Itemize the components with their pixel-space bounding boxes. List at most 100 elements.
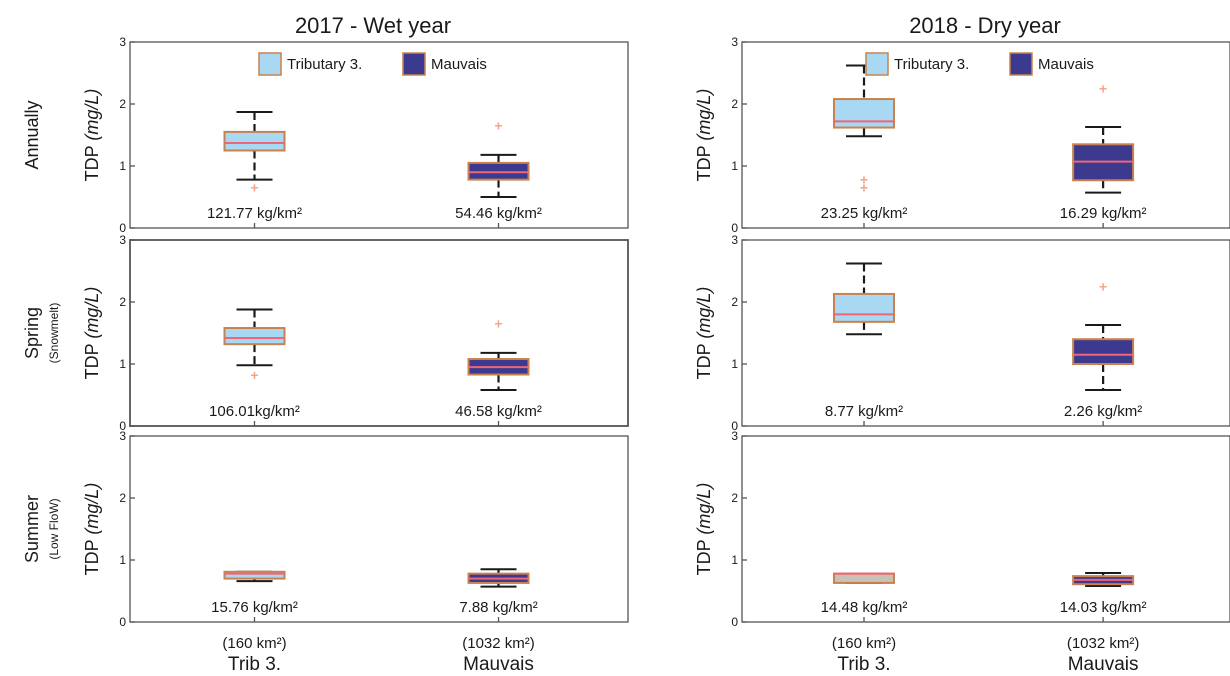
panel-1-1: 0 1 2 3 TDP (mg/L) 8.77 kg/km² +2.26 kg/km² [694, 233, 1230, 433]
box-iqr [1072, 338, 1135, 366]
yield-annotation: 7.88 kg/km² [459, 599, 537, 616]
x-category-name: Trib 3. [837, 654, 890, 675]
y-tick-label: 1 [731, 159, 738, 173]
yield-annotation: 2.26 kg/km² [1064, 403, 1142, 420]
x-category-name: Mauvais [463, 654, 534, 675]
x-category-area: (160 km²) [832, 635, 896, 652]
y-axis-label-main: TDP [82, 141, 102, 182]
x-category-name: Mauvais [1068, 654, 1139, 675]
y-axis-label: TDP (mg/L) [694, 287, 714, 380]
y-axis-label-unit: (mg/L) [694, 287, 714, 339]
panel-frame [741, 41, 1230, 229]
box-iqr [833, 292, 895, 323]
x-category-area: (1032 km²) [1067, 635, 1140, 652]
y-tick-label: 1 [119, 553, 126, 567]
box-trib-3-: +121.77 kg/km² [207, 111, 302, 228]
y-tick-label: 0 [731, 419, 738, 433]
y-axis-label-unit: (mg/L) [694, 89, 714, 141]
y-axis-label: TDP (mg/L) [694, 483, 714, 576]
legend: Tributary 3. Mauvais [258, 52, 487, 76]
y-tick-label: 1 [119, 159, 126, 173]
y-tick-label: 1 [731, 357, 738, 371]
row-label-summer: Summer (Low FloW) [22, 495, 61, 563]
y-axis-label-unit: (mg/L) [694, 483, 714, 535]
y-axis-label-unit: (mg/L) [82, 287, 102, 339]
legend-item: Tributary 3. [258, 52, 362, 76]
y-axis-label: TDP (mg/L) [694, 89, 714, 182]
yield-annotation: 23.25 kg/km² [821, 205, 908, 222]
yield-annotation: 14.48 kg/km² [821, 599, 908, 616]
y-axis-label: TDP (mg/L) [82, 483, 102, 576]
outlier-marker: + [494, 316, 502, 332]
row-label-annually: Annually [22, 100, 42, 169]
y-axis-label: TDP (mg/L) [82, 287, 102, 380]
box-mauvais: +2.26 kg/km² [1064, 279, 1142, 426]
y-axis-label-main: TDP [694, 535, 714, 576]
yield-annotation: 8.77 kg/km² [825, 403, 903, 420]
legend-label: Mauvais [431, 56, 487, 73]
outlier-marker: + [1099, 279, 1107, 295]
outlier-marker: + [860, 180, 868, 196]
y-tick-label: 0 [119, 615, 126, 629]
yield-annotation: 16.29 kg/km² [1060, 205, 1147, 222]
y-tick-label: 3 [731, 35, 738, 49]
outlier-marker: + [250, 367, 258, 383]
box-mauvais: +16.29 kg/km² [1060, 81, 1147, 228]
y-tick-label: 0 [731, 615, 738, 629]
legend-item: Tributary 3. [865, 52, 969, 76]
panel-frame [741, 435, 1230, 623]
legend-label: Tributary 3. [894, 56, 969, 73]
y-tick-label: 2 [119, 97, 126, 111]
yield-annotation: 106.01kg/km² [209, 403, 300, 420]
box-iqr [223, 327, 286, 346]
box-mauvais: 14.03 kg/km² [1060, 572, 1147, 622]
row-label-text: Spring [22, 307, 42, 359]
legend-label: Mauvais [1038, 56, 1094, 73]
column-title-dry: 2018 - Dry year [909, 13, 1061, 38]
legend-swatch [865, 52, 889, 76]
yield-annotation: 54.46 kg/km² [455, 205, 542, 222]
y-tick-label: 2 [119, 491, 126, 505]
y-tick-label: 3 [119, 429, 126, 443]
legend: Tributary 3. Mauvais [865, 52, 1094, 76]
row-label-spring: Spring (Snowmelt) [22, 303, 61, 364]
y-tick-label: 2 [731, 295, 738, 309]
yield-annotation: 121.77 kg/km² [207, 205, 302, 222]
box-trib-3-: 15.76 kg/km² [211, 570, 298, 622]
row-sublabel-text: (Snowmelt) [47, 303, 61, 364]
yield-annotation: 15.76 kg/km² [211, 599, 298, 616]
box-trib-3-: 14.48 kg/km² [821, 572, 908, 622]
y-tick-label: 2 [119, 295, 126, 309]
row-sublabel-text: (Low FloW) [47, 498, 61, 559]
y-tick-label: 3 [731, 429, 738, 443]
outlier-marker: + [250, 180, 258, 196]
y-tick-label: 0 [731, 221, 738, 235]
yield-annotation: 14.03 kg/km² [1060, 599, 1147, 616]
y-tick-label: 1 [731, 553, 738, 567]
y-tick-label: 1 [119, 357, 126, 371]
y-tick-label: 3 [119, 35, 126, 49]
panel-frame [129, 41, 629, 229]
panel-1-2: 0 1 2 3 TDP (mg/L) 14.48 kg/km² 14.03 kg/km² [694, 429, 1230, 629]
x-category-name: Trib 3. [228, 654, 281, 675]
row-label-text: Summer [22, 495, 42, 563]
y-tick-label: 3 [119, 233, 126, 247]
x-category-area: (160 km²) [222, 635, 286, 652]
y-axis-label-main: TDP [82, 535, 102, 576]
y-axis-label-main: TDP [82, 339, 102, 380]
box-mauvais: +46.58 kg/km² [455, 316, 542, 426]
y-axis-label-unit: (mg/L) [82, 89, 102, 141]
box-iqr [223, 130, 286, 152]
legend-label: Tributary 3. [287, 56, 362, 73]
outlier-marker: + [494, 118, 502, 134]
legend-swatch [258, 52, 282, 76]
legend-item: Mauvais [1009, 52, 1094, 76]
row-label-text: Annually [22, 100, 42, 169]
box-trib-3-: +106.01kg/km² [209, 308, 300, 426]
x-category-area: (1032 km²) [462, 635, 535, 652]
panel-frame [129, 239, 629, 427]
